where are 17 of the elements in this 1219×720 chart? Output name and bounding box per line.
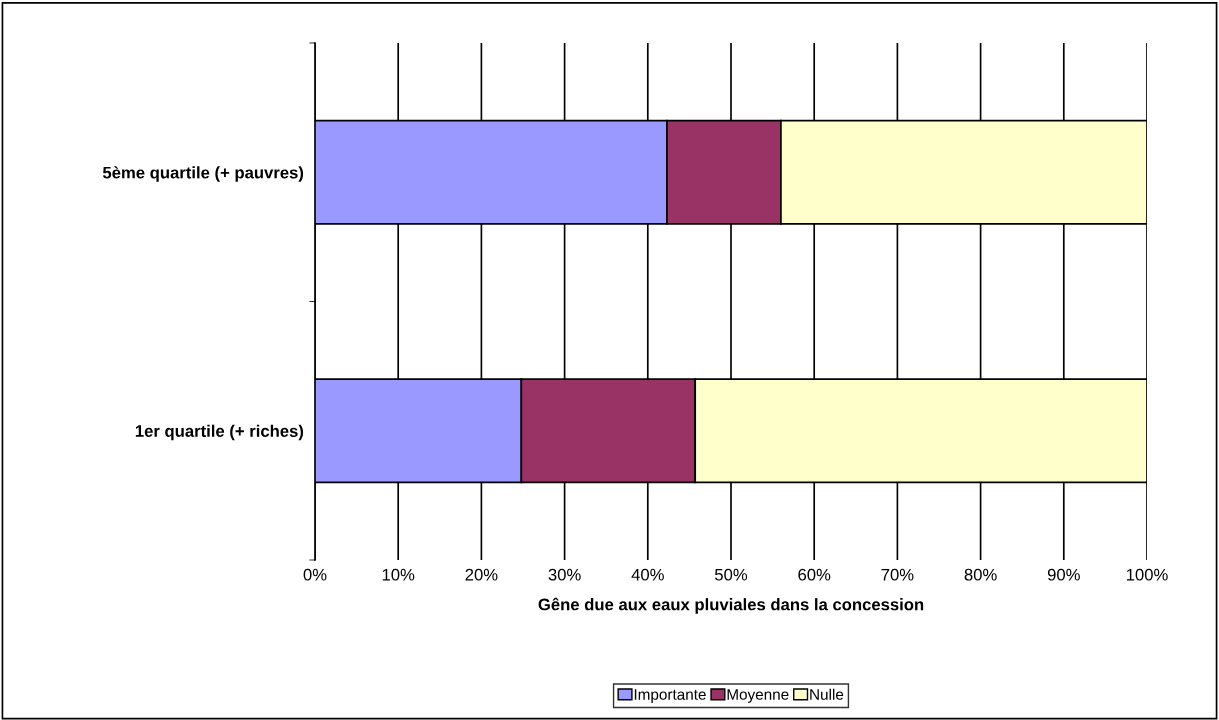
y-tick-label: 5ème quartile (+ pauvres) [102,166,304,182]
x-tick-label: 60% [798,568,831,581]
legend-label: Importante [634,689,706,703]
x-tick-label: 80% [964,568,997,581]
x-tick-label: 90% [1047,568,1080,581]
x-tick-label: 50% [714,568,748,581]
x-tick-label: 70% [881,568,914,581]
x-tick-label: 40% [631,568,664,581]
x-tick-label: 100% [1126,568,1168,581]
legend-label: Nulle [810,688,844,700]
x-tick-label: 0% [303,568,327,581]
x-tick-label: 20% [465,568,498,581]
x-tick-label: 30% [548,568,581,581]
y-tick-label: 1er quartile (+ riches) [135,424,304,441]
x-tick-label: 10% [382,568,415,581]
legend-label: Moyenne [727,689,789,703]
x-axis-title: Gêne due aux eaux pluviales dans la concession [538,597,924,614]
